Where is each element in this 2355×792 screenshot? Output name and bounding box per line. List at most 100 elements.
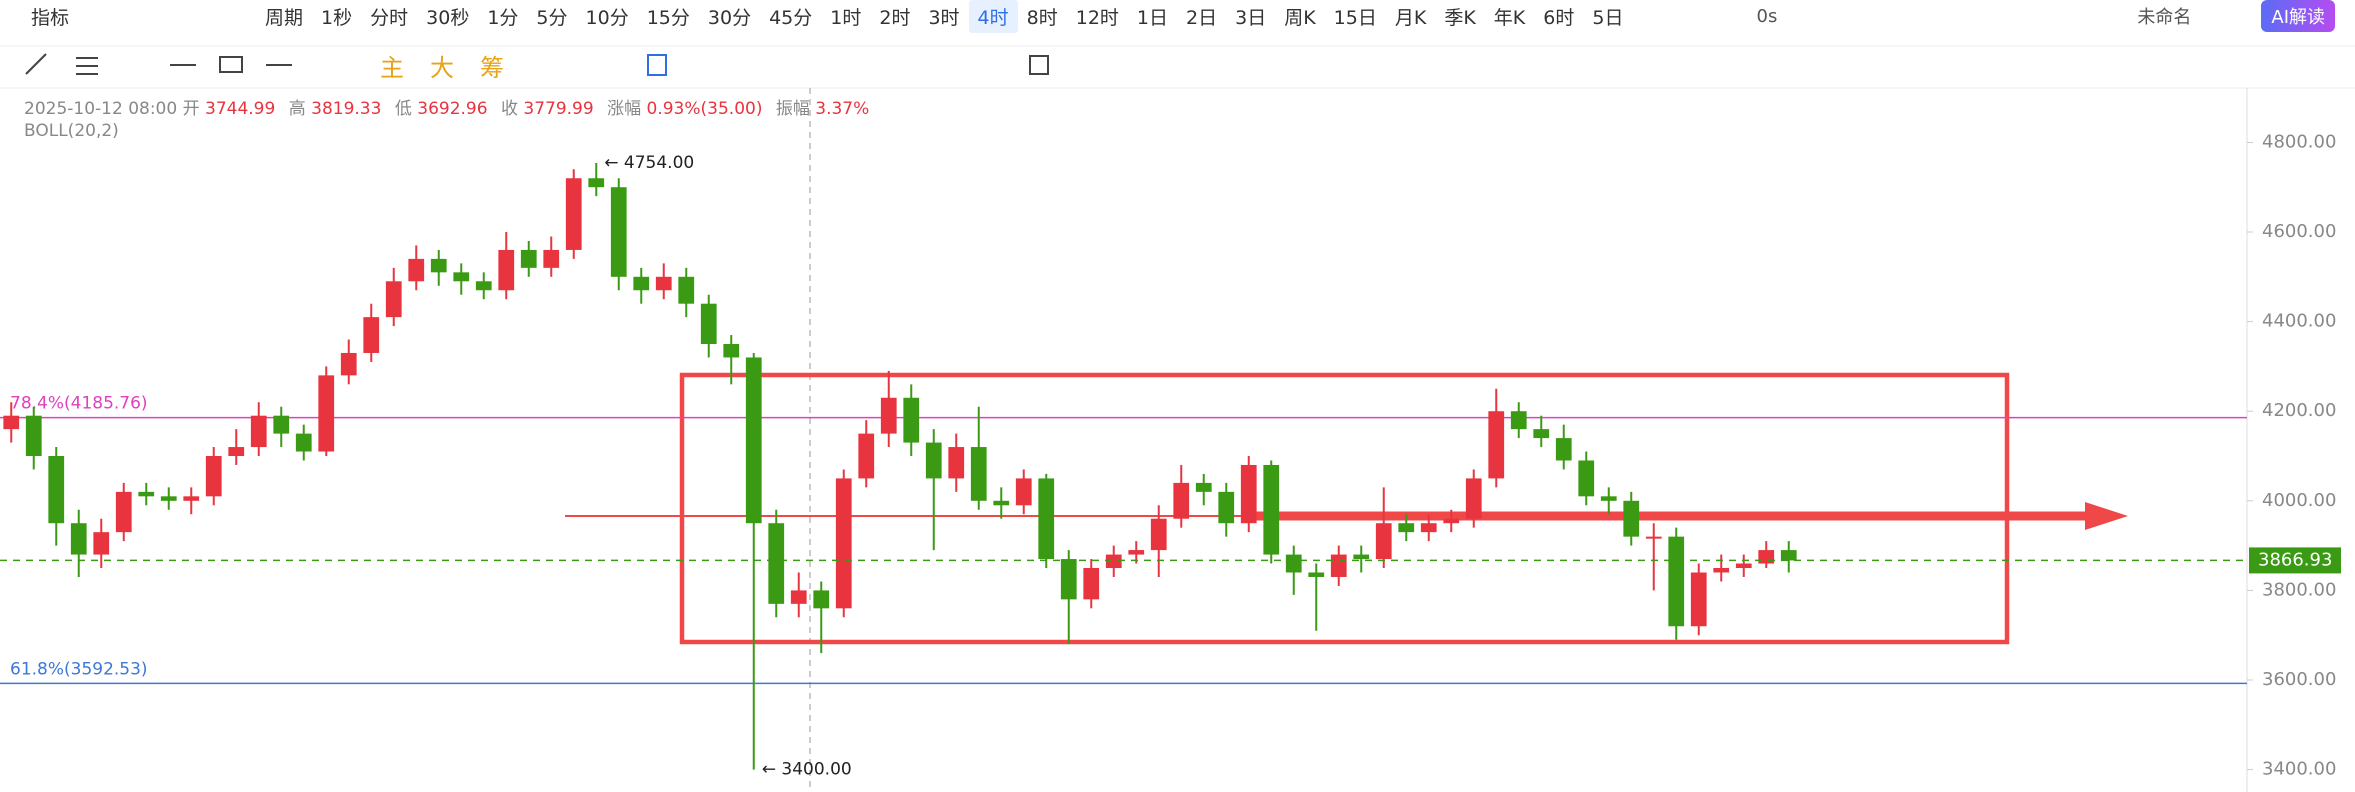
candle-body [408,258,425,282]
candle-body [93,532,110,555]
y-tick-label: 4000.00 [2262,490,2336,511]
drawing-tools[interactable] [25,53,1049,76]
interval-button[interactable]: 30分 [707,6,752,29]
interval-button[interactable]: 5日 [1592,6,1624,29]
candle-body [1375,523,1392,560]
label: 低 [394,99,412,119]
y-tick-label: 4600.00 [2262,221,2336,242]
interval-button[interactable]: 30秒 [426,6,470,29]
tool-button[interactable]: 筹 [480,53,504,82]
interval-button[interactable]: 12时 [1075,6,1119,29]
candle-body [48,456,65,524]
interval-button[interactable]: 10分 [585,6,629,29]
candle-body [565,178,582,250]
interval-button[interactable]: 年K [1493,6,1526,29]
value: 3692.96 [417,99,488,119]
label: 涨幅 [607,99,642,119]
interval-button[interactable]: 1时 [830,6,862,29]
interval-button[interactable]: 15日 [1333,6,1377,29]
label: 开 [182,99,200,119]
candle-body [385,281,402,318]
candle-body [768,523,785,604]
candle-body [588,178,605,188]
candle-body [318,375,335,452]
toolbar: 指标 周期 1秒 分时 30秒 1分 5分 10分 15分 30分 45分 1时 2时 3时 4时 8时 1… [22,0,1632,33]
candle-body [1083,568,1100,600]
range-box[interactable] [679,372,2010,645]
value: 3819.33 [311,99,382,119]
candle-body [1263,464,1280,555]
indicator-label[interactable]: BOLL(20,2) [24,121,119,141]
label: 高 [288,99,306,119]
interval-button[interactable]: 8时 [1026,6,1058,29]
candle-body [340,352,357,376]
candle-body [835,478,852,609]
last-price-box [2249,547,2341,574]
interval-button[interactable]: 1日 [1136,6,1169,29]
interval-button[interactable]: 2时 [879,6,911,29]
timer: 0s [1756,5,1778,27]
interval-button[interactable]: 2日 [1186,6,1218,29]
interval-button[interactable]: 1分 [487,6,519,29]
y-tick-label: 3400.00 [2262,759,2336,780]
candle-body [858,433,875,479]
candle-body [1218,491,1235,524]
interval-button[interactable]: 分时 [370,6,409,29]
candle-body [543,249,560,268]
interval-button[interactable]: 季K [1444,6,1476,29]
candle-body [1240,464,1257,524]
extreme-label: ← 4754.00 [604,153,694,173]
interval-button[interactable]: 15分 [646,6,690,29]
candle-body [1173,482,1190,519]
candle-body [1105,554,1122,569]
y-tick-label: 4200.00 [2262,400,2336,421]
period-button[interactable]: 周期 [265,6,304,29]
candle-body [1128,550,1145,555]
interval-button[interactable]: 3日 [1235,6,1267,29]
label: 收 [500,99,518,119]
candle-body [813,590,830,609]
candle-body [993,500,1010,506]
candle-body [1780,550,1797,561]
candle-body [363,317,380,353]
candle-body [1330,554,1347,577]
candle-body [205,456,222,497]
interval-button[interactable]: 周K [1284,6,1316,29]
interval-button[interactable]: 6时 [1543,6,1575,29]
layout-name[interactable]: 未命名 [2137,7,2192,28]
candle-body [520,249,537,268]
candle-body [1578,460,1595,497]
candle-body [1420,523,1437,533]
candle-body [160,496,177,501]
candle-body [498,249,515,291]
interval-button[interactable]: 5分 [536,6,568,29]
info-bar: 2025-10-12 08:00 开 3744.99 高 3819.33 低 3… [24,94,877,119]
ai-button[interactable]: AI解读 [2261,0,2335,32]
candle-body [880,397,897,434]
extreme-label: ← 3400.00 [762,760,852,780]
interval-button[interactable]: 3时 [928,6,960,29]
candle-body [1623,500,1640,537]
candle-body [1533,429,1550,439]
interval-button[interactable]: 月K [1394,6,1427,29]
interval-button[interactable]: 1秒 [321,6,353,29]
candle-body [183,496,200,501]
value: 0.93%(35.00) [646,99,763,119]
tool-button[interactable]: 大 [430,53,454,82]
label: 振幅 [775,99,810,119]
candle-body [1735,563,1752,569]
candle-body [1488,411,1505,479]
candle-body [273,415,290,434]
interval-button[interactable]: 4时 [968,0,1018,33]
tool-button[interactable]: 主 [380,53,404,82]
date: 2025-10-12 08:00 [24,99,178,119]
interval-button[interactable]: 45分 [769,6,813,29]
candle-body [1195,482,1212,492]
candle-body [1668,536,1685,627]
candle-body [925,442,942,479]
toolbar-right: 0s 未命名 AI解读 [1757,0,2335,32]
candle-body [700,303,717,345]
candle-body [903,397,920,443]
indicator-button[interactable]: 指标 [31,6,70,29]
candle-body [1645,536,1662,539]
